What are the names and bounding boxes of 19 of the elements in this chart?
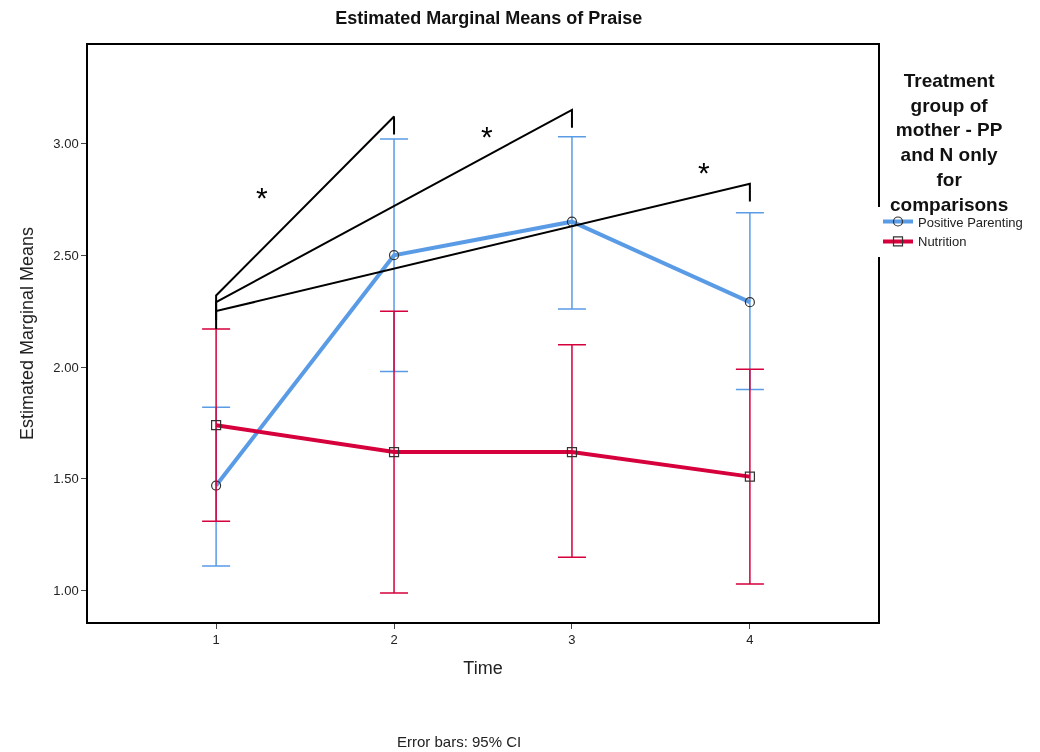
y-tick-label: 1.00: [53, 583, 79, 599]
y-axis-title: Estimated Marginal Means: [17, 226, 38, 441]
y-tick-label: 2.00: [53, 359, 79, 375]
text: Error bars: 95% CI: [397, 733, 522, 750]
x-tick-label: 3: [568, 632, 576, 648]
y-tick-label: 3.00: [53, 135, 79, 151]
legend-title: Treatment group of mother - PP and N only for comparisons: [890, 70, 1009, 215]
x-axis-title: Time: [463, 657, 503, 678]
annotation: *: [698, 156, 710, 189]
legend-label: Positive Parenting: [918, 214, 1023, 230]
x-tick-label: 1: [212, 632, 220, 648]
annotation: *: [256, 181, 268, 214]
x-tick-label: 4: [746, 632, 754, 648]
y-tick-label: 1.50: [53, 471, 79, 487]
legend-label: Nutrition: [918, 234, 967, 250]
x-tick-label: 2: [390, 632, 398, 648]
annotation: *: [481, 120, 493, 153]
chart-title: Estimated Marginal Means of Praise: [335, 7, 643, 28]
y-tick-label: 2.50: [53, 247, 79, 263]
